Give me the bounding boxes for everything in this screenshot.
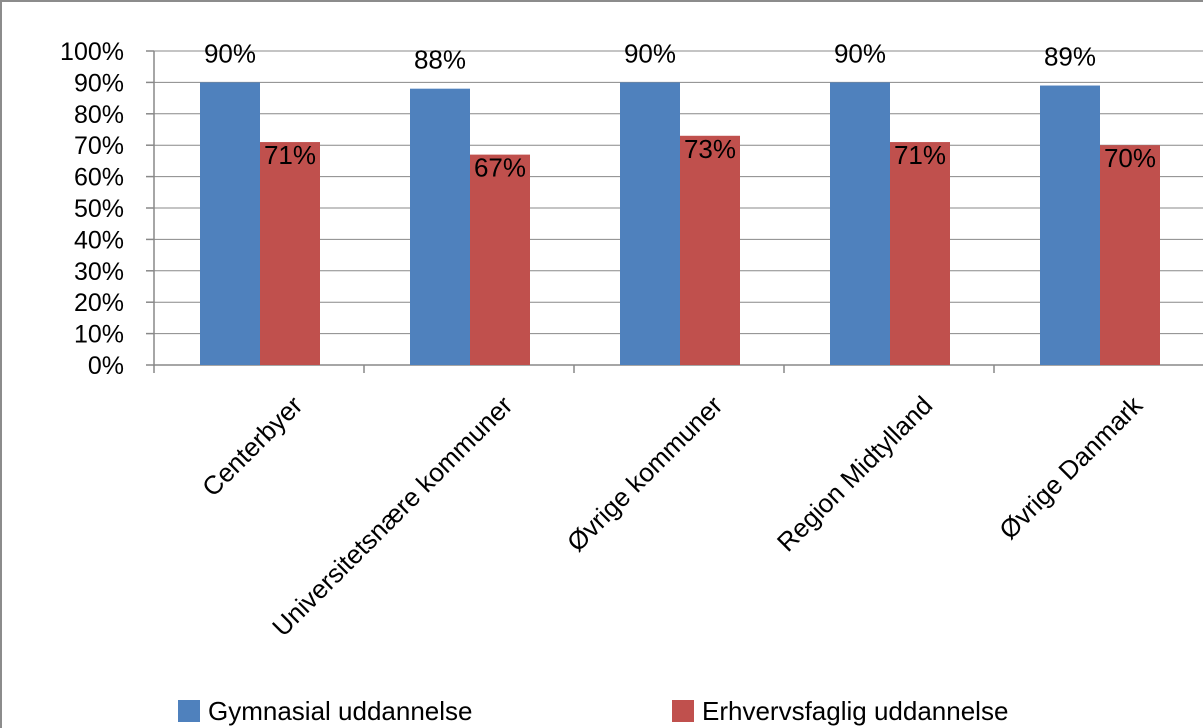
data-label: 88% [414, 45, 466, 75]
bar [830, 82, 890, 366]
data-label: 90% [204, 38, 256, 68]
legend-swatch-gymnasial [178, 700, 200, 722]
data-label: 67% [474, 153, 526, 183]
bar [470, 154, 530, 365]
y-tick-label: 20% [74, 289, 124, 317]
y-tick-label: 60% [74, 164, 124, 192]
y-tick-label: 10% [74, 321, 124, 349]
data-label: 70% [1104, 143, 1156, 173]
bar [680, 135, 740, 365]
data-label: 73% [684, 134, 736, 164]
bar [260, 142, 320, 365]
data-label: 71% [894, 140, 946, 170]
y-tick-label: 90% [74, 69, 124, 97]
bar [620, 82, 680, 366]
x-category-label: Øvrige kommuner [561, 390, 729, 558]
legend-item-gymnasial: Gymnasial uddannelse [178, 696, 473, 726]
bar [890, 142, 950, 365]
legend-label-erhvervsfaglig: Erhvervsfaglig uddannelse [702, 695, 1009, 726]
y-tick-label: 50% [74, 195, 124, 223]
legend-label-gymnasial: Gymnasial uddannelse [208, 695, 473, 726]
bar-chart: 0% 10% 20% 30% 40% 50% 60% 70% 80% 90% 100% 90% 71% C… [60, 38, 1203, 642]
x-category-label: Universitetsnære kommuner [266, 390, 518, 642]
bar [200, 82, 260, 366]
y-tick-label: 0% [88, 352, 124, 380]
data-label: 90% [624, 38, 676, 68]
legend-item-erhvervsfaglig: Erhvervsfaglig uddannelse [672, 696, 1008, 726]
x-category-label: Region Midtylland [771, 390, 938, 557]
data-label: 90% [834, 38, 886, 68]
data-label: 89% [1044, 42, 1096, 72]
y-tick-label: 40% [74, 226, 124, 254]
bar [410, 88, 470, 366]
bar [1100, 145, 1160, 365]
legend-swatch-erhvervsfaglig [672, 700, 694, 722]
x-category-label: Øvrige Danmark [993, 389, 1149, 545]
x-category-label: Centerbyer [196, 390, 308, 502]
y-tick-label: 30% [74, 258, 124, 286]
y-tick-label: 100% [60, 38, 124, 66]
y-tick-label: 80% [74, 101, 124, 129]
data-label: 71% [264, 140, 316, 170]
bar [1040, 85, 1100, 365]
y-tick-label: 70% [74, 132, 124, 160]
